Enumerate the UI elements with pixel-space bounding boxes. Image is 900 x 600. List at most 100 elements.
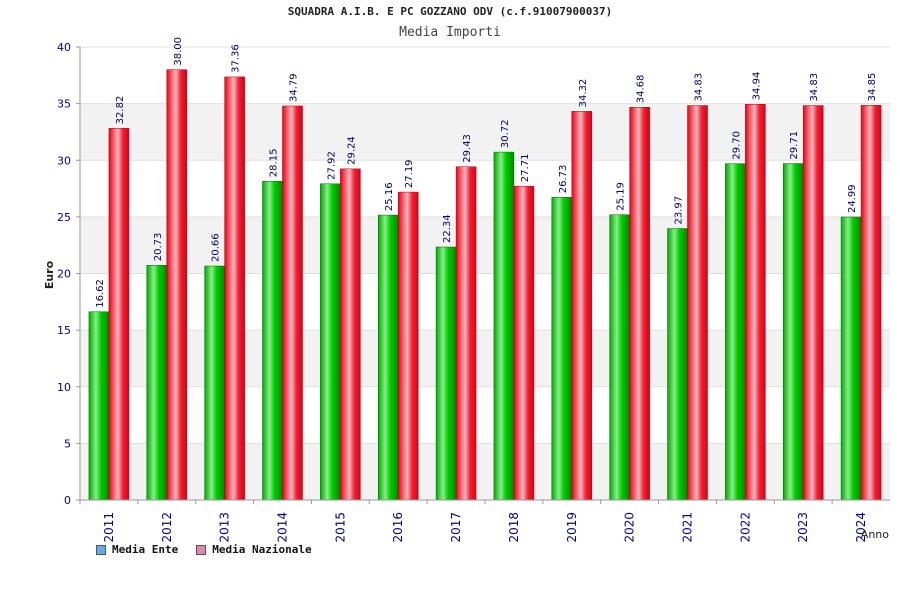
bar-media-nazionale-2022 bbox=[745, 104, 766, 501]
data-label: 34.83 bbox=[694, 73, 705, 102]
y-tick-label: 40 bbox=[57, 41, 71, 54]
data-label: 27.92 bbox=[326, 151, 337, 180]
bar-media-nazionale-2018 bbox=[513, 185, 535, 501]
data-label: 20.66 bbox=[211, 233, 222, 262]
data-label: 27.71 bbox=[520, 154, 531, 183]
data-label: 34.85 bbox=[867, 73, 878, 102]
x-tick-label: 2015 bbox=[333, 512, 347, 543]
bar-media-nazionale-2012 bbox=[166, 69, 188, 501]
grid-band bbox=[80, 386, 890, 444]
bar-media-ente-2016 bbox=[377, 214, 399, 501]
bar-media-nazionale-2023 bbox=[802, 105, 824, 501]
legend-swatch-media-nazionale bbox=[196, 544, 207, 555]
bar-media-ente-2013 bbox=[204, 265, 225, 501]
x-axis-title: Anno bbox=[861, 528, 889, 541]
bars bbox=[88, 69, 882, 501]
bar-media-ente-2019 bbox=[551, 197, 573, 501]
data-label: 29.70 bbox=[731, 131, 742, 160]
data-label: 32.82 bbox=[115, 96, 126, 125]
x-tick-label: 2023 bbox=[796, 512, 810, 543]
data-label: 20.73 bbox=[153, 233, 164, 262]
grid-band bbox=[80, 216, 890, 274]
y-tick-label: 0 bbox=[64, 494, 71, 507]
bar-media-nazionale-2015 bbox=[340, 168, 361, 501]
x-tick-label: 2014 bbox=[276, 512, 290, 543]
data-labels: 16.62 32.82 20.73 38.00 20.66 37.36 28.15 34.79… bbox=[95, 37, 878, 308]
grid-band bbox=[80, 330, 890, 387]
grid-band bbox=[80, 47, 890, 104]
bar-media-ente-2015 bbox=[320, 183, 341, 501]
bar-media-ente-2018 bbox=[493, 151, 515, 501]
data-label: 23.97 bbox=[674, 196, 685, 225]
data-label: 26.73 bbox=[558, 165, 569, 194]
bar-media-ente-2024 bbox=[840, 216, 862, 501]
grid-band bbox=[80, 443, 890, 500]
legend: Media Ente Media Nazionale bbox=[96, 543, 312, 556]
bar-media-ente-2020 bbox=[609, 214, 630, 501]
x-tick-label: 2018 bbox=[507, 512, 521, 543]
data-label: 29.24 bbox=[346, 136, 357, 165]
data-label: 34.68 bbox=[636, 75, 647, 104]
grid-band bbox=[80, 160, 890, 217]
data-label: 37.36 bbox=[231, 44, 242, 73]
y-axis-title: Euro bbox=[43, 260, 56, 289]
x-tick-label: 2019 bbox=[565, 512, 579, 543]
y-tick-label: 5 bbox=[64, 437, 71, 450]
bar-media-ente-2022 bbox=[725, 163, 746, 501]
x-tick-label: 2024 bbox=[854, 512, 868, 543]
grid-band bbox=[80, 273, 890, 331]
data-label: 27.19 bbox=[404, 159, 415, 188]
data-label: 34.79 bbox=[289, 73, 300, 102]
data-label: 29.71 bbox=[789, 131, 800, 160]
data-label: 22.34 bbox=[442, 214, 453, 243]
x-tick-label: 2022 bbox=[738, 512, 752, 543]
bar-media-ente-2011 bbox=[88, 311, 110, 501]
x-tick-label: 2012 bbox=[160, 512, 174, 543]
data-label: 34.94 bbox=[751, 72, 762, 101]
bar-media-ente-2023 bbox=[782, 163, 804, 501]
x-tick-label: 2017 bbox=[449, 512, 463, 543]
legend-item-media-nazionale: Media Nazionale bbox=[196, 543, 312, 556]
chart-title: SQUADRA A.I.B. E PC GOZZANO ODV (c.f.910… bbox=[287, 5, 613, 18]
bar-media-ente-2021 bbox=[667, 228, 688, 501]
y-tick-label: 35 bbox=[57, 98, 71, 111]
y-tick-label: 15 bbox=[57, 324, 71, 337]
bar-media-nazionale-2021 bbox=[687, 105, 708, 501]
y-tick-label: 30 bbox=[57, 154, 71, 167]
y-tick-label: 20 bbox=[57, 268, 71, 281]
data-label: 28.15 bbox=[269, 149, 280, 178]
data-label: 16.62 bbox=[95, 279, 106, 308]
x-tick-label: 2016 bbox=[391, 512, 405, 543]
data-label: 34.32 bbox=[578, 79, 589, 108]
bar-media-nazionale-2011 bbox=[108, 128, 130, 501]
bar-media-ente-2012 bbox=[146, 264, 168, 501]
grid-band bbox=[80, 103, 890, 161]
x-tick-label: 2020 bbox=[623, 512, 637, 543]
grid bbox=[80, 46, 890, 501]
data-label: 25.19 bbox=[616, 182, 627, 211]
x-tick-label: 2011 bbox=[102, 512, 116, 543]
y-tick-label: 25 bbox=[57, 211, 71, 224]
x-tick-label: 2021 bbox=[681, 512, 695, 543]
legend-item-media-ente: Media Ente bbox=[96, 543, 178, 556]
bar-media-ente-2014 bbox=[262, 180, 283, 501]
legend-swatch-media-ente bbox=[96, 544, 106, 555]
x-tick-label: 2013 bbox=[218, 512, 232, 543]
bar-media-nazionale-2014 bbox=[282, 105, 303, 501]
data-label: 24.99 bbox=[847, 184, 858, 213]
bar-media-ente-2017 bbox=[435, 246, 457, 501]
bar-media-nazionale-2020 bbox=[629, 106, 650, 501]
data-label: 29.43 bbox=[462, 134, 473, 163]
axes: 2011 2012 2013 2014 2015 2016 2017 2018 2019 2020… bbox=[43, 41, 890, 543]
legend-label: Media Nazionale bbox=[212, 543, 312, 556]
bar-media-nazionale-2019 bbox=[571, 111, 593, 501]
data-label: 25.16 bbox=[384, 182, 395, 211]
bar-media-nazionale-2017 bbox=[455, 166, 477, 501]
bar-media-nazionale-2013 bbox=[224, 76, 245, 501]
data-label: 38.00 bbox=[173, 37, 184, 66]
data-label: 30.72 bbox=[500, 119, 511, 148]
bar-media-nazionale-2016 bbox=[397, 191, 419, 501]
y-tick-label: 10 bbox=[57, 381, 71, 394]
chart-subtitle: Media Importi bbox=[399, 25, 501, 40]
